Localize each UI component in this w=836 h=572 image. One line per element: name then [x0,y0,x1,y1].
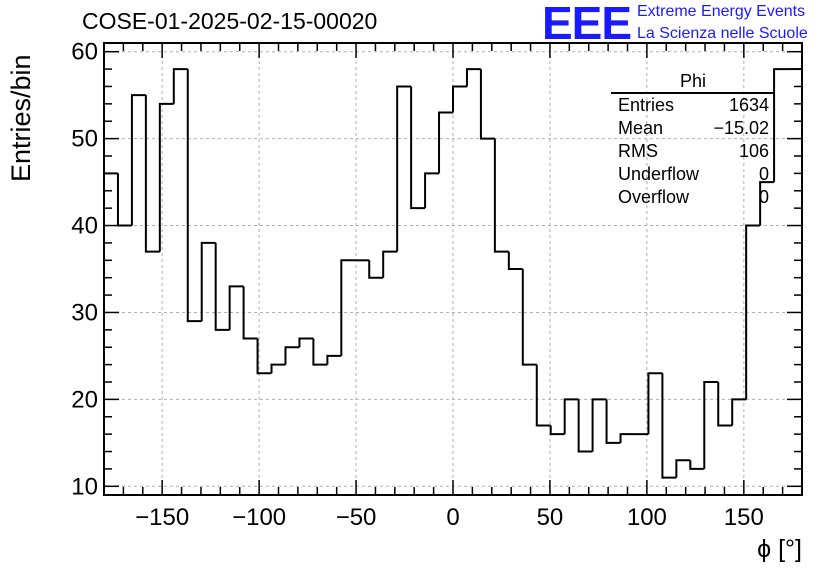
stats-row-entries: Entries 1634 [611,94,775,117]
histogram-bin [647,372,663,435]
y-tick-label: 40 [71,213,98,240]
histogram-bin [186,69,202,323]
histogram-bin [493,138,509,253]
stats-label: Underflow [618,164,700,184]
histogram-bin [438,111,453,174]
histogram-bin [563,398,579,435]
eee-logo: EEE [542,0,632,49]
histogram-bin [465,68,481,87]
x-axis-label: ϕ [°] [757,535,802,563]
histogram-bin [773,68,789,183]
logo-text-line1: Extreme Energy Events [637,3,806,20]
histogram-bin [479,69,495,140]
x-tick-label: 100 [627,504,667,531]
histogram-bin [340,259,356,356]
x-tick-label: 50 [537,504,564,531]
histogram-bin [507,251,523,270]
histogram-bin [256,338,272,375]
histogram-bin [396,85,412,252]
stats-row-mean: Mean −15.02 [611,117,775,140]
histogram-bin [577,399,593,453]
y-tick-label: 10 [71,473,98,500]
histogram-bin [228,285,244,330]
y-axis-label: Entries/bin [6,54,36,182]
y-tick-label: 50 [71,126,98,153]
logo-text-line2: La Scienza nelle Scuole [637,25,808,42]
x-tick-label: 0 [446,504,459,531]
stats-value: 106 [738,141,769,161]
histogram-bin [703,381,719,469]
histogram-bin [214,242,230,331]
stats-row-underflow: Underflow 0 [611,163,775,186]
stats-box-title: Phi [611,70,775,94]
histogram-bin [619,433,635,443]
histogram-bin [717,382,733,427]
y-tick-label: 60 [71,39,98,66]
histogram-bin [368,260,384,279]
histogram-bin [326,354,342,365]
histogram-bin [284,346,300,365]
histogram-bin [745,224,761,400]
stats-value: 1634 [728,95,769,115]
stats-label: RMS [618,141,658,161]
histogram-bin [535,364,551,427]
x-tick-label: 150 [724,504,764,531]
histogram-bin [661,373,677,479]
stats-box: Phi Entries 1634 Mean −15.02 RMS 106 Und… [611,70,775,209]
chart-title: COSE-01-2025-02-15-00020 [82,8,378,34]
stats-row-overflow: Overflow 0 [611,186,775,209]
histogram-bin [675,459,691,478]
histogram-bin [200,241,216,322]
histogram-bin [605,399,621,444]
histogram-bin [591,398,607,452]
histogram-bin [731,398,747,426]
histogram-bin [298,337,314,348]
histogram-bin [410,86,426,210]
histogram-bin [521,269,537,366]
x-tick-label: −50 [336,504,377,531]
histogram-bin [116,173,132,227]
histogram-bin [158,102,174,252]
stats-label: Overflow [618,187,690,207]
histogram-bin [312,338,328,366]
histogram-bin [130,94,146,226]
stats-row-rms: RMS 106 [611,140,775,163]
stats-label: Mean [618,118,664,138]
stats-value: −15.02 [713,118,769,138]
stats-value: 0 [758,164,769,184]
histogram-bin [549,425,565,436]
y-tick-label: 20 [71,386,98,413]
histogram-bin [424,172,440,209]
histogram-bin [172,68,188,104]
histogram-bin [242,286,258,340]
stats-value: 0 [758,187,769,207]
histogram-bin [759,181,775,226]
stats-label: Entries [618,95,675,115]
histogram-bin [452,85,467,113]
y-tick-label: 30 [71,299,98,326]
x-tick-label: −150 [135,504,189,531]
histogram-bin [144,95,160,253]
x-tick-label: −100 [232,504,286,531]
histogram-bin [270,363,286,374]
histogram-bin [689,460,705,470]
histogram-bin [382,250,398,278]
